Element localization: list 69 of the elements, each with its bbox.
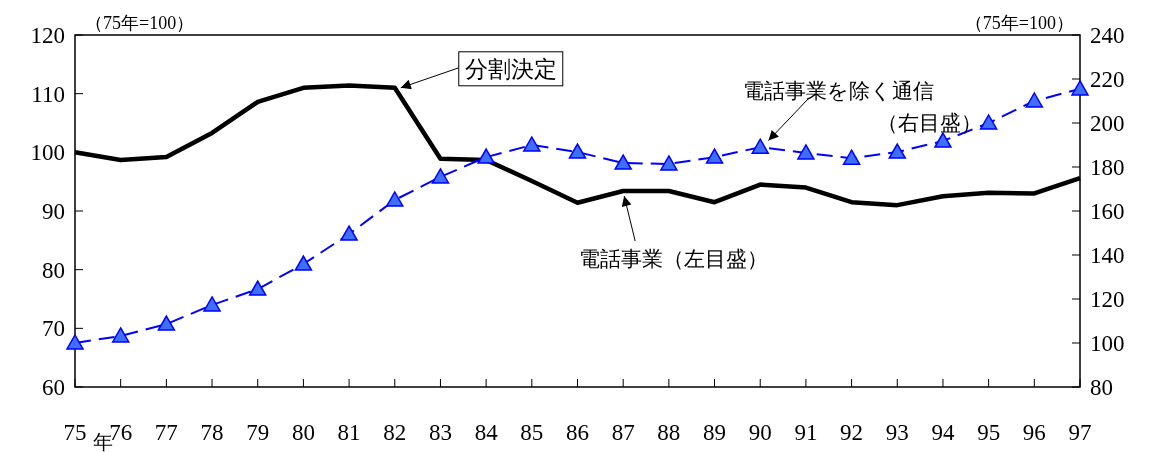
x-tick-label: 80: [291, 420, 315, 445]
point: [660, 155, 678, 171]
x-tick-label: 85: [520, 420, 544, 445]
y2-axis-title: （75年=100）: [964, 13, 1074, 33]
x-tick-label: 87: [611, 420, 635, 445]
x-tick-label: 97: [1068, 420, 1092, 445]
point: [477, 148, 495, 164]
point: [203, 296, 221, 312]
point: [523, 136, 541, 152]
point: [340, 225, 358, 241]
point: [431, 168, 450, 184]
x-tick-label: 77: [154, 420, 178, 445]
y-tick-label: 60: [42, 375, 65, 400]
y2-tick-label: 140: [1090, 243, 1125, 268]
point: [888, 143, 907, 159]
x-tick-label: 91: [794, 420, 818, 445]
x-tick-label: 79: [246, 420, 270, 445]
x-tick-label: 88: [657, 420, 681, 445]
y2-tick-label: 240: [1090, 23, 1125, 48]
point: [751, 138, 769, 154]
x-tick-label: 90: [748, 420, 772, 445]
annotation: 分割決定: [464, 55, 557, 82]
point: [294, 255, 313, 271]
point: [705, 148, 724, 164]
x-tick-label: 81: [337, 420, 361, 445]
annotation: 分割決定: [400, 51, 564, 90]
y-tick-label: 100: [30, 140, 65, 166]
annotation: （右目盛）: [876, 111, 982, 135]
point: [797, 144, 815, 160]
x-tick-label: 92: [840, 420, 864, 445]
x-tick-label: 82: [383, 420, 407, 445]
point: [1025, 92, 1044, 108]
y-tick-label: 110: [31, 81, 65, 107]
x-tick-label: 96: [1022, 420, 1046, 445]
annotation: 電話事業を除く通信: [743, 79, 935, 104]
y2-tick-label: 80: [1090, 375, 1113, 400]
point: [66, 334, 84, 350]
y2-tick-label: 200: [1090, 111, 1125, 136]
y2-tick-label: 180: [1090, 155, 1125, 180]
x-tick-label: 95: [977, 420, 1001, 445]
x-tick-label: 75: [63, 420, 87, 445]
x-tick-label: 89: [703, 420, 727, 445]
point: [934, 132, 952, 148]
point: [842, 149, 861, 165]
y-tick-label: 80: [42, 257, 65, 283]
point: [111, 327, 130, 343]
y2-tick-label: 120: [1090, 287, 1125, 312]
y2-tick-label: 100: [1090, 331, 1125, 356]
y-tick-label: 120: [30, 23, 65, 48]
x-tick-label: 93: [885, 420, 909, 445]
y2-tick-label: 220: [1090, 67, 1125, 92]
y2-tick-label: 160: [1090, 199, 1125, 224]
point: [979, 114, 998, 130]
y-tick-label: 90: [42, 199, 65, 224]
x-tick-label: 84: [474, 420, 499, 445]
x-tick-label: 83: [428, 420, 452, 445]
point: [568, 143, 587, 159]
y-axis-title: （75年=100）: [85, 13, 195, 33]
y-tick-label: 70: [42, 316, 65, 342]
point: [386, 191, 404, 207]
x-tick-label: 78: [200, 420, 224, 445]
x-tick-label: 86: [566, 420, 589, 445]
point: [248, 280, 267, 296]
annotation: 電話事業（左目盛）: [578, 195, 768, 272]
point: [1071, 80, 1089, 96]
annotation: 電話事業（左目盛）: [578, 247, 768, 272]
point: [614, 154, 632, 170]
point: [157, 315, 176, 331]
x-tick-label: 94: [931, 420, 955, 445]
